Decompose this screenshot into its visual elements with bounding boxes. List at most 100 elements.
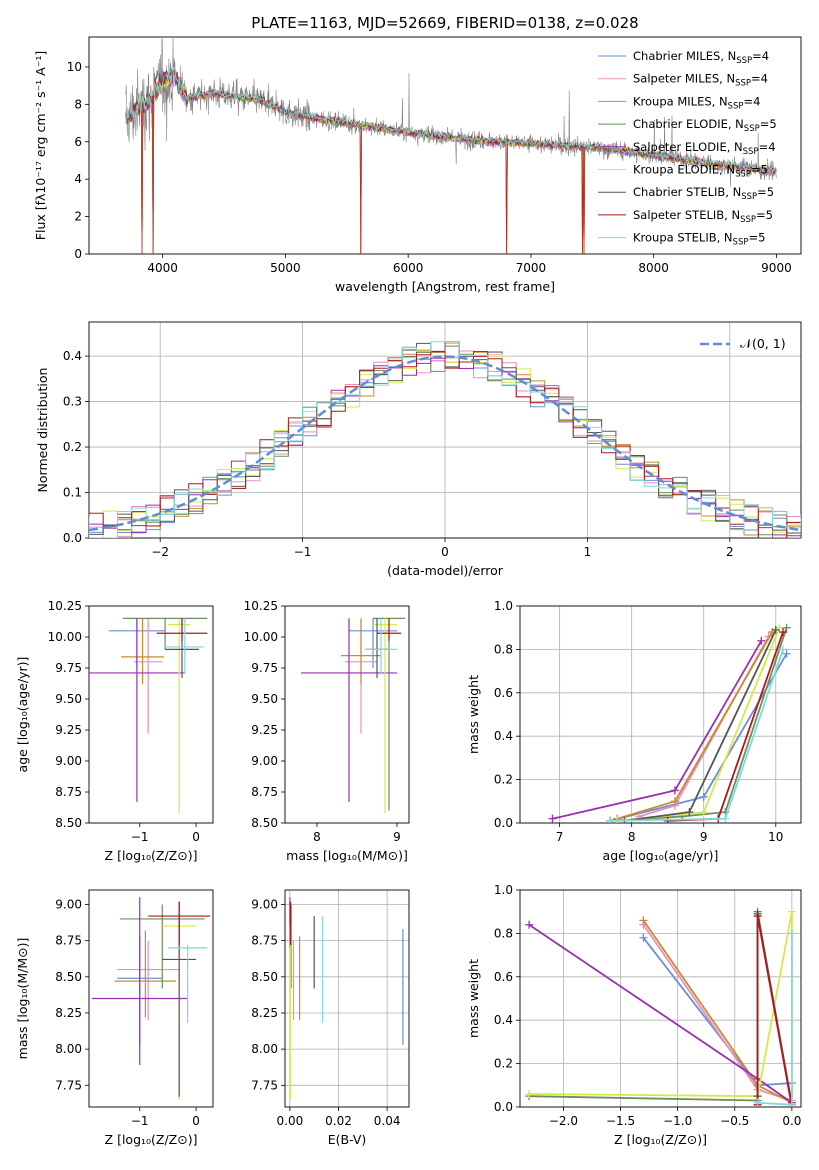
y-tick-label: 8.00 bbox=[55, 1042, 82, 1056]
legend-entry: 𝒩(0, 1) bbox=[740, 336, 786, 351]
legend-entry-3: Chabrier ELODIE, NSSP=5 bbox=[633, 117, 777, 134]
y-tick-label: 7.75 bbox=[251, 1078, 278, 1092]
y-tick-label: 8.25 bbox=[251, 1006, 278, 1020]
weight-line-4 bbox=[528, 923, 793, 1104]
y-tick-label: 0 bbox=[74, 247, 82, 261]
weight-marker bbox=[778, 645, 787, 654]
legend-label: Salpeter ELODIE, N bbox=[633, 140, 743, 154]
residual-legend: 𝒩(0, 1) bbox=[700, 336, 786, 351]
x-tick-label: 8000 bbox=[638, 261, 669, 275]
legend-label: Salpeter MILES, N bbox=[633, 72, 735, 86]
y-tick-label: 4 bbox=[74, 172, 82, 186]
legend-sub: SSP bbox=[741, 192, 757, 202]
legend-suffix: =5 bbox=[757, 185, 774, 199]
weight_vs_age-axes: 7 8 9 10 0.0 0.2 0.4 0.6 0.8 1.0 age [log₁₀(age/yr… bbox=[466, 599, 802, 863]
x-axis-label: E(B-V) bbox=[328, 1132, 367, 1147]
y-tick-label: 0.8 bbox=[494, 642, 513, 656]
y-tick-label: 9.25 bbox=[55, 723, 82, 737]
legend-sub: SSP bbox=[744, 124, 760, 134]
y-tick-label: 0.6 bbox=[494, 686, 513, 700]
x-tick-label: 9000 bbox=[761, 261, 792, 275]
x-tick-label: 0.04 bbox=[374, 1114, 401, 1128]
x-tick-label: 0.00 bbox=[277, 1114, 304, 1128]
y-tick-label: 0.4 bbox=[494, 1013, 513, 1027]
x-tick-label: 8 bbox=[628, 830, 636, 844]
legend-entry-8: Kroupa STELIB, NSSP=5 bbox=[633, 231, 765, 248]
weight-marker bbox=[663, 816, 672, 823]
y-tick-label: 0.2 bbox=[494, 1057, 513, 1071]
legend-label: Chabrier ELODIE, N bbox=[633, 117, 744, 131]
legend-entry-7: Salpeter STELIB, NSSP=5 bbox=[633, 208, 773, 225]
x-axis-label: age [log₁₀(age/yr)] bbox=[603, 848, 719, 863]
y-tick-label: 10.25 bbox=[244, 599, 278, 613]
y-tick-label: 0.4 bbox=[494, 729, 513, 743]
y-tick-label: 10 bbox=[67, 60, 82, 74]
legend-sub: SSP bbox=[735, 170, 751, 180]
y-tick-label: 9.00 bbox=[55, 897, 82, 911]
legend-sub: SSP bbox=[733, 238, 749, 248]
weight-marker bbox=[699, 808, 708, 817]
y-tick-label: 9.00 bbox=[251, 754, 278, 768]
x-tick-label: 7000 bbox=[516, 261, 547, 275]
y-tick-label: 7.75 bbox=[55, 1078, 82, 1092]
weight-marker bbox=[639, 916, 648, 925]
y-tick-label: 0.2 bbox=[63, 440, 82, 454]
x-axis-label: Z [log₁₀(Z/Z⊙)] bbox=[614, 1132, 707, 1147]
normal-curve bbox=[89, 355, 801, 532]
x-tick-label: −2.0 bbox=[549, 1114, 578, 1128]
x-axis-label: Z [log₁₀(Z/Z⊙)] bbox=[105, 1132, 198, 1147]
weight_vs_Z-axes: −2.0 −1.5 −1.0 −0.5 0.0 0.0 0.2 0.4 0.6 0.8 1.0 Z [… bbox=[466, 883, 802, 1147]
y-axis-label: mass [log₁₀(M/M⊙)] bbox=[15, 938, 30, 1060]
mass_vs_ebv-points bbox=[289, 897, 404, 1100]
weight-marker bbox=[685, 808, 694, 817]
weight-line-2 bbox=[617, 631, 773, 820]
legend-entry-1: Salpeter MILES, NSSP=4 bbox=[633, 72, 768, 89]
legend-entry-2: Kroupa MILES, NSSP=4 bbox=[633, 94, 760, 111]
x-tick-label: −1 bbox=[131, 1114, 149, 1128]
weight-marker bbox=[753, 912, 762, 921]
weight-marker bbox=[525, 920, 534, 929]
weight_vs_Z-frame bbox=[519, 889, 802, 1108]
y-tick-label: 0.2 bbox=[494, 773, 513, 787]
y-tick-label: 6 bbox=[74, 135, 82, 149]
weight-marker bbox=[782, 623, 791, 632]
y-tick-label: 8.50 bbox=[251, 970, 278, 984]
legend-suffix: =4 bbox=[751, 72, 768, 86]
y-tick-label: 9.50 bbox=[55, 692, 82, 706]
age_vs_Z-frame bbox=[88, 605, 214, 824]
weight-line-4 bbox=[552, 640, 763, 820]
mass_vs_Z-axes: −1 0 7.75 8.00 8.25 8.50 8.75 9.00 Z [log₁₀(Z/Z⊙… bbox=[15, 889, 214, 1147]
y-tick-label: 9.75 bbox=[55, 661, 82, 675]
residuals-frame bbox=[88, 321, 802, 539]
y-tick-label: 0.0 bbox=[494, 1100, 513, 1114]
x-tick-label: 0.02 bbox=[325, 1114, 352, 1128]
weight-marker bbox=[670, 797, 679, 806]
y-axis-label: mass weight bbox=[466, 959, 481, 1038]
weight-marker bbox=[548, 814, 557, 823]
mass_vs_ebv-axes: 0.00 0.02 0.04 7.75 8.00 8.25 8.50 8.75 9.00 E(B-… bbox=[251, 889, 410, 1147]
legend-label: Kroupa STELIB, N bbox=[633, 231, 733, 245]
weight-line-0 bbox=[642, 937, 793, 1105]
x-tick-label: 9 bbox=[393, 830, 401, 844]
y-tick-label: 8.25 bbox=[55, 1006, 82, 1020]
x-tick-label: 7 bbox=[556, 830, 564, 844]
x-tick-label: 9 bbox=[700, 830, 708, 844]
age_vs_mass-points bbox=[301, 617, 405, 814]
weight_vs_Z-series bbox=[525, 907, 796, 1107]
x-axis-label: Z [log₁₀(Z/Z⊙)] bbox=[105, 848, 198, 863]
x-tick-label: 0 bbox=[441, 545, 449, 559]
legend-sub: SSP bbox=[743, 147, 759, 157]
weight-marker bbox=[787, 1100, 796, 1107]
x-tick-label: 10 bbox=[768, 830, 783, 844]
histogram-8 bbox=[89, 341, 801, 538]
y-tick-label: 0.8 bbox=[494, 926, 513, 940]
x-tick-label: −1.5 bbox=[606, 1114, 635, 1128]
legend-suffix: =4 bbox=[743, 94, 760, 108]
weight-marker bbox=[782, 649, 791, 658]
legend-suffix: =5 bbox=[760, 117, 777, 131]
weight-marker bbox=[699, 792, 708, 801]
legend-label: Chabrier STELIB, N bbox=[633, 185, 741, 199]
x-tick-label: 8 bbox=[313, 830, 321, 844]
model-spectrum-8 bbox=[125, 66, 777, 173]
